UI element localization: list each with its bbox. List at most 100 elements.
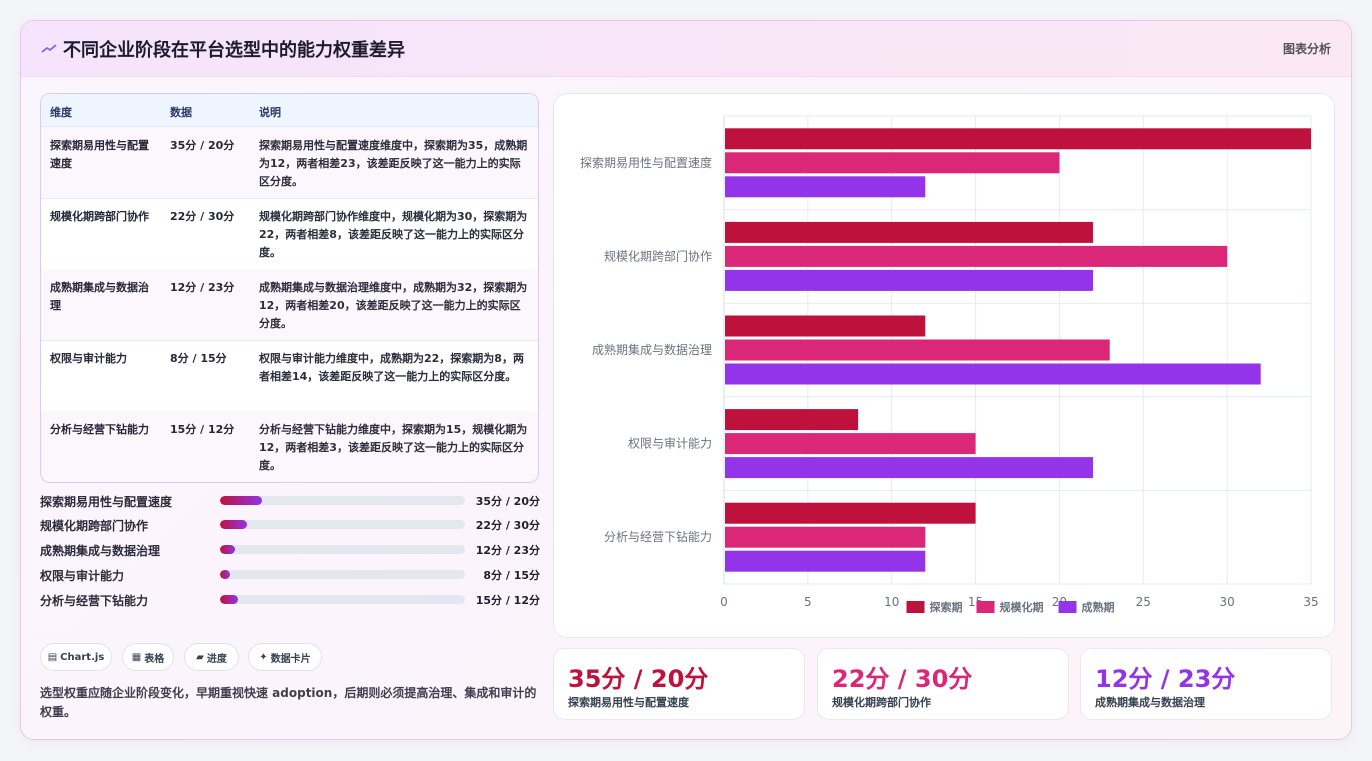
progress-fill xyxy=(220,545,235,554)
table-row: 规模化期跨部门协作 22分 / 30分 规模化期跨部门协作维度中，规模化期为30… xyxy=(41,198,538,270)
legend-swatch xyxy=(1058,601,1077,613)
bar xyxy=(725,339,1110,361)
progress-value: 22分 / 30分 xyxy=(475,519,540,532)
chip-data-card[interactable]: ✦ 数据卡片 xyxy=(248,643,322,671)
cell-description: 规模化期跨部门协作维度中，规模化期为30，探索期为22，两者相差8，该差距反映了… xyxy=(259,210,528,259)
progress-row: 成熟期集成与数据治理 12分 / 23分 xyxy=(40,540,540,560)
table-row: 分析与经营下钻能力 15分 / 12分 分析与经营下钻能力维度中，探索期为15，… xyxy=(41,411,538,482)
table-row: 探索期易用性与配置速度 35分 / 20分 探索期易用性与配置速度维度中，探索期… xyxy=(41,127,538,199)
dashboard-card: 不同企业阶段在平台选型中的能力权重差异 图表分析 维度 数据 说明 探索期易用性… xyxy=(20,20,1352,740)
table-row: 权限与审计能力 8分 / 15分 权限与审计能力维度中，成熟期为22，探索期为8… xyxy=(41,340,538,412)
stat-card: 22分 / 30分 规模化期跨部门协作 xyxy=(817,648,1069,720)
progress-label: 探索期易用性与配置速度 xyxy=(40,495,173,509)
cell-description: 探索期易用性与配置速度维度中，探索期为35，成熟期为12，两者相差23，该差距反… xyxy=(259,139,528,188)
bar xyxy=(725,550,926,572)
progress-track xyxy=(220,545,465,554)
y-tick-label: 成熟期集成与数据治理 xyxy=(592,342,712,357)
header-bar: 不同企业阶段在平台选型中的能力权重差异 图表分析 xyxy=(21,21,1351,77)
table-row: 成熟期集成与数据治理 12分 / 23分 成熟期集成与数据治理维度中，成熟期为3… xyxy=(41,269,538,341)
progress-row: 分析与经营下钻能力 15分 / 12分 xyxy=(40,590,540,610)
progress-value: 15分 / 12分 xyxy=(475,594,540,607)
cell-value: 12分 / 23分 xyxy=(170,281,235,294)
stat-card: 35分 / 20分 探索期易用性与配置速度 xyxy=(553,648,805,720)
cell-dimension: 规模化期跨部门协作 xyxy=(50,210,149,223)
y-tick-label: 分析与经营下钻能力 xyxy=(604,529,712,544)
chip-label: Chart.js xyxy=(60,651,105,663)
progress-fill xyxy=(220,520,247,529)
chip-label: 进度 xyxy=(206,653,227,665)
cell-dimension: 分析与经营下钻能力 xyxy=(50,423,149,436)
progress-value: 12分 / 23分 xyxy=(475,544,540,557)
progress-track xyxy=(220,496,465,505)
table-icon: ▦ xyxy=(131,651,142,663)
x-tick-label: 30 xyxy=(1220,595,1235,609)
cell-dimension: 权限与审计能力 xyxy=(50,352,127,365)
stat-label: 规模化期跨部门协作 xyxy=(832,696,931,709)
cell-dimension: 成熟期集成与数据治理 xyxy=(50,281,149,312)
bar xyxy=(725,409,859,431)
bar xyxy=(725,221,1093,243)
stat-value: 12分 / 23分 xyxy=(1095,665,1236,693)
progress-row: 规模化期跨部门协作 22分 / 30分 xyxy=(40,515,540,535)
progress-label: 权限与审计能力 xyxy=(40,569,125,583)
x-tick-label: 10 xyxy=(884,595,899,609)
summary-note: 选型权重应随企业阶段变化，早期重视快速 adoption，后期则必须提高治理、集… xyxy=(40,686,537,719)
cell-value: 8分 / 15分 xyxy=(170,352,227,365)
progress-track xyxy=(220,520,465,529)
progress-label: 成熟期集成与数据治理 xyxy=(40,544,161,558)
legend-swatch xyxy=(976,601,995,613)
chart-analysis-tag: 图表分析 xyxy=(1282,42,1331,56)
stat-label: 成熟期集成与数据治理 xyxy=(1095,696,1205,709)
x-tick-label: 0 xyxy=(720,595,728,609)
legend-label: 探索期 xyxy=(930,600,963,614)
progress-label: 规模化期跨部门协作 xyxy=(40,519,149,533)
cell-description: 权限与审计能力维度中，成熟期为22，探索期为8，两者相差14，该差距反映了这一能… xyxy=(259,352,524,383)
bar xyxy=(725,176,926,198)
cell-value: 35分 / 20分 xyxy=(170,139,235,152)
chart-icon: ▤ xyxy=(47,651,58,663)
bar xyxy=(725,526,926,548)
cell-description: 成熟期集成与数据治理维度中，成熟期为32，探索期为12，两者相差20，该差距反映… xyxy=(259,281,528,330)
y-tick-label: 规模化期跨部门协作 xyxy=(604,248,712,263)
table-header: 维度 数据 说明 xyxy=(41,94,538,127)
x-tick-label: 35 xyxy=(1303,595,1318,609)
page-title: 不同企业阶段在平台选型中的能力权重差异 xyxy=(63,40,405,61)
data-table: 维度 数据 说明 探索期易用性与配置速度 35分 / 20分 探索期易用性与配置… xyxy=(40,93,539,483)
cell-value: 15分 / 12分 xyxy=(170,423,235,436)
y-tick-label: 权限与审计能力 xyxy=(628,436,712,451)
chip-progress[interactable]: ▰ 进度 xyxy=(184,643,239,671)
legend-label: 规模化期 xyxy=(1000,600,1044,614)
bar xyxy=(725,502,976,524)
sparkle-icon: ✦ xyxy=(259,651,268,663)
progress-fill xyxy=(220,595,239,604)
progress-label: 分析与经营下钻能力 xyxy=(40,594,149,608)
progress-row: 探索期易用性与配置速度 35分 / 20分 xyxy=(40,491,540,511)
cell-description: 分析与经营下钻能力维度中，探索期为15，规模化期为12，两者相差3，该差距反映了… xyxy=(259,423,528,472)
cell-dimension: 探索期易用性与配置速度 xyxy=(50,139,149,170)
y-tick-label: 探索期易用性与配置速度 xyxy=(580,155,712,170)
progress-track xyxy=(220,595,465,604)
legend-swatch xyxy=(906,601,925,613)
bar xyxy=(725,152,1060,174)
cell-value: 22分 / 30分 xyxy=(170,210,235,223)
trend-icon xyxy=(41,44,57,53)
stat-value: 35分 / 20分 xyxy=(568,665,709,693)
chip-table[interactable]: ▦ 表格 xyxy=(122,643,174,671)
bar xyxy=(725,457,1093,479)
chip-label: 数据卡片 xyxy=(270,653,311,665)
bar xyxy=(725,269,1093,291)
x-tick-label: 25 xyxy=(1136,595,1151,609)
legend-label: 成熟期 xyxy=(1082,600,1115,614)
progress-fill xyxy=(220,496,262,505)
stat-card: 12分 / 23分 成熟期集成与数据治理 xyxy=(1080,648,1332,720)
chip-chartjs[interactable]: ▤ Chart.js xyxy=(40,643,112,671)
stat-value: 22分 / 30分 xyxy=(832,665,973,693)
bar xyxy=(725,433,976,455)
progress-icon: ▰ xyxy=(196,651,204,663)
progress-value: 35分 / 20分 xyxy=(475,495,540,508)
bar-chart: 05101520253035探索期易用性与配置速度规模化期跨部门协作成熟期集成与… xyxy=(580,115,1319,614)
col-header-data: 数据 xyxy=(170,106,192,119)
progress-value: 8分 / 15分 xyxy=(483,569,540,582)
progress-track xyxy=(220,570,465,579)
bar xyxy=(725,245,1228,267)
